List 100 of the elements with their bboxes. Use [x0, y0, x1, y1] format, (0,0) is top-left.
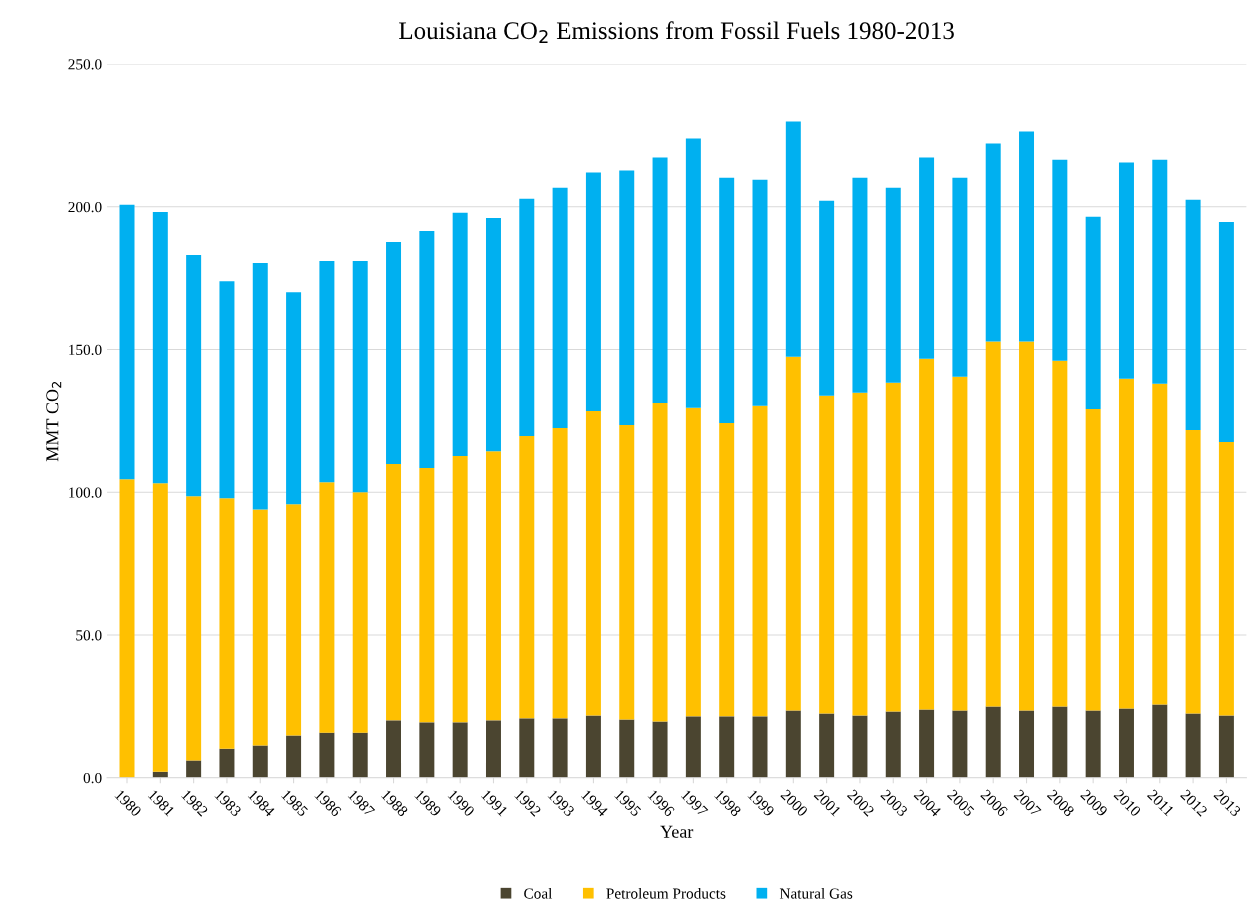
y-tick-label: 200.0 — [68, 201, 102, 213]
x-tick-label: 1997 — [680, 789, 709, 818]
bar — [552, 187, 568, 429]
bar — [1218, 221, 1234, 443]
bar — [552, 428, 568, 719]
bar — [752, 405, 768, 717]
x-tick-label: 1994 — [580, 789, 609, 818]
bar — [1185, 199, 1201, 431]
bar — [919, 709, 935, 778]
legend-label: Coal — [524, 887, 553, 899]
bar — [985, 341, 1001, 707]
bar — [252, 263, 268, 510]
bar — [785, 710, 801, 778]
x-tick-label: 2007 — [1013, 788, 1042, 818]
bar — [1152, 159, 1168, 384]
bar — [419, 231, 435, 468]
bar — [485, 720, 501, 778]
bar — [386, 241, 402, 465]
x-tick-label: 1980 — [114, 789, 142, 817]
bar — [1052, 159, 1068, 361]
bar — [852, 392, 868, 716]
bar — [1118, 708, 1134, 778]
legend-label: Natural Gas — [779, 887, 853, 899]
bar — [252, 509, 268, 746]
bar — [485, 451, 501, 721]
bar — [1019, 710, 1035, 778]
bar — [952, 177, 968, 377]
bar — [852, 177, 868, 393]
bar — [885, 382, 901, 712]
bar — [685, 716, 701, 778]
y-axis-title: MMT CO$_{2}$ — [46, 382, 62, 462]
bar — [119, 204, 135, 480]
bar — [652, 157, 668, 403]
bar — [985, 706, 1001, 778]
bar — [186, 496, 202, 761]
bar — [319, 732, 335, 778]
bar — [719, 716, 735, 778]
bar — [1019, 131, 1035, 342]
bar — [319, 261, 335, 483]
bar — [619, 719, 635, 778]
bar — [819, 200, 835, 396]
bar — [619, 170, 635, 425]
bar — [852, 715, 868, 778]
bar — [286, 735, 302, 778]
bar — [186, 760, 202, 778]
bar — [785, 356, 801, 711]
bar — [352, 261, 368, 493]
bar — [1152, 383, 1168, 705]
bar — [286, 292, 302, 505]
bar — [419, 722, 435, 778]
bar — [952, 710, 968, 778]
bar — [1085, 710, 1101, 778]
x-tick-label: 1996 — [647, 789, 676, 818]
bar — [885, 711, 901, 778]
bar — [552, 718, 568, 778]
bar — [919, 157, 935, 359]
bar — [452, 722, 468, 778]
bar — [1019, 341, 1035, 711]
bar — [685, 407, 701, 717]
bar — [952, 376, 968, 711]
y-tick-label: 0.0 — [83, 772, 102, 784]
bar — [719, 422, 735, 717]
bar — [152, 483, 168, 772]
x-tick-label: 1986 — [314, 789, 342, 818]
bar — [585, 172, 601, 411]
bar — [685, 138, 701, 408]
bar — [219, 281, 235, 499]
bar — [119, 479, 135, 778]
x-tick-label: 1984 — [247, 789, 276, 818]
bar — [985, 143, 1001, 342]
y-tick-label: 50.0 — [76, 630, 102, 641]
legend-label: Petroleum Products — [606, 887, 726, 899]
bar — [219, 748, 235, 778]
bar — [485, 217, 501, 452]
x-tick-label: 1987 — [347, 789, 376, 818]
bar — [919, 358, 935, 710]
bar — [1185, 713, 1201, 778]
bar — [519, 198, 535, 437]
chart-title: Louisiana CO$_{2}$ Emissions from Fossil Fuels 1980-2013 — [399, 21, 954, 43]
bar — [186, 255, 202, 497]
bar — [752, 716, 768, 778]
bar — [785, 121, 801, 357]
bar — [319, 482, 335, 733]
bar — [286, 504, 302, 736]
bar — [386, 464, 402, 721]
bar — [819, 713, 835, 778]
bar — [652, 721, 668, 778]
bar — [1052, 706, 1068, 778]
bar — [1218, 442, 1234, 716]
bar — [1118, 162, 1134, 379]
bar — [1218, 715, 1234, 778]
x-axis-title: Year — [660, 825, 694, 838]
bar — [352, 492, 368, 733]
bar — [585, 410, 601, 716]
bar — [1185, 430, 1201, 714]
bar — [352, 732, 368, 778]
bar — [1085, 216, 1101, 409]
bar — [1118, 378, 1134, 709]
bar — [519, 718, 535, 778]
bar — [252, 745, 268, 778]
